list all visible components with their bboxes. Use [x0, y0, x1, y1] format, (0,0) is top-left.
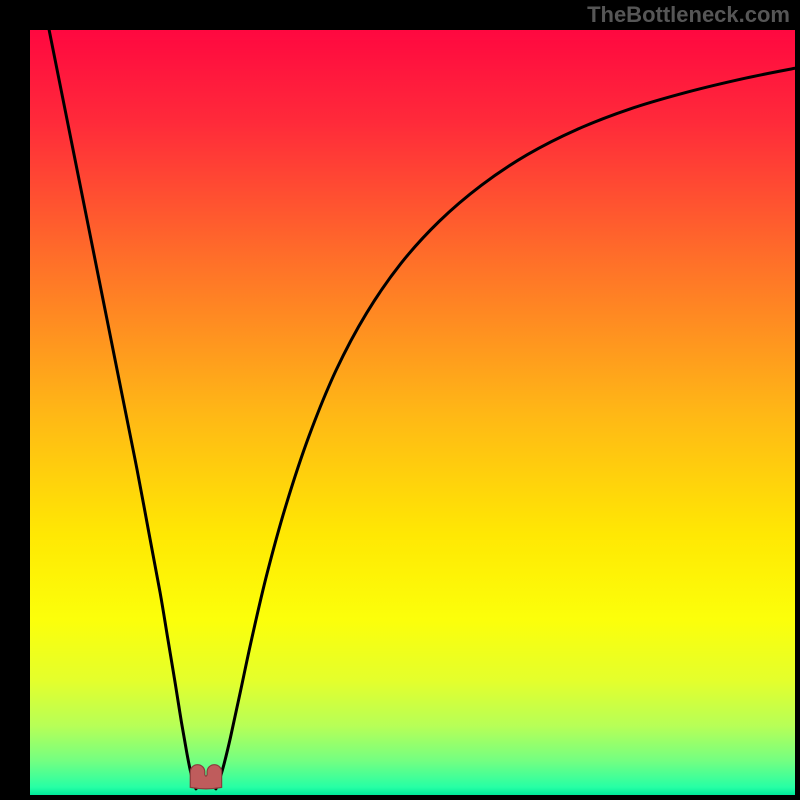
plot-background	[30, 30, 795, 795]
bottleneck-chart: TheBottleneck.com	[0, 0, 800, 800]
chart-svg	[0, 0, 800, 800]
watermark-text: TheBottleneck.com	[587, 2, 790, 28]
